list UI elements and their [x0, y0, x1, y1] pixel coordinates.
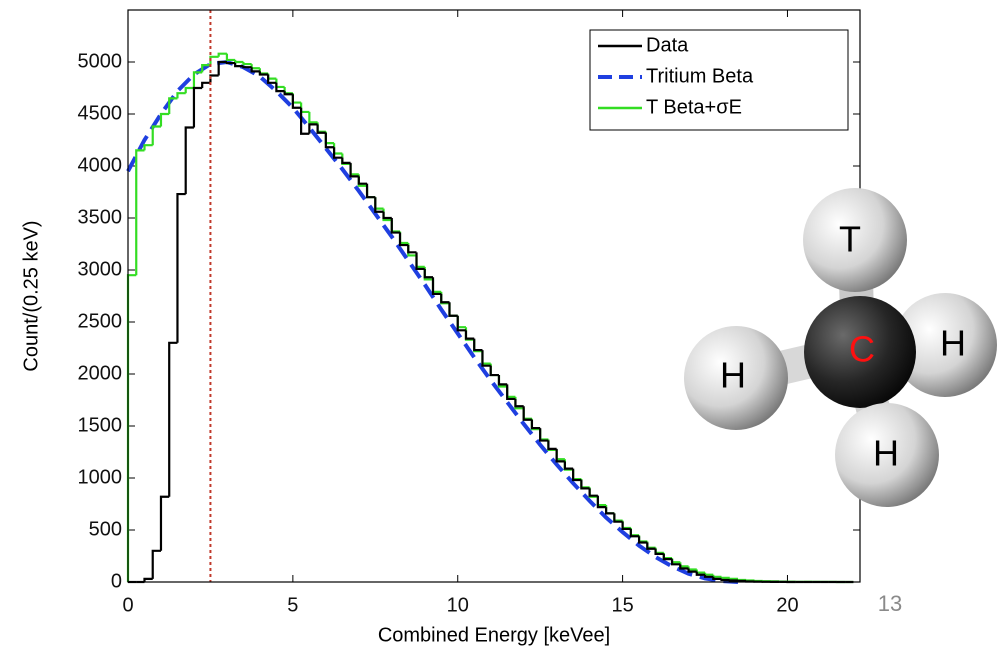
x-tick-label: 20 — [776, 594, 798, 616]
y-tick-label: 1000 — [78, 466, 123, 488]
x-tick-label: 5 — [287, 594, 298, 616]
x-tick-label: 0 — [122, 594, 133, 616]
y-tick-label: 1500 — [78, 414, 123, 436]
y-tick-label: 0 — [111, 570, 122, 592]
atom-label: H — [873, 433, 899, 474]
y-tick-label: 3000 — [78, 258, 123, 280]
histogram-step — [722, 577, 730, 578]
histogram-step — [738, 579, 746, 580]
atom-label: C — [849, 329, 875, 370]
legend-label: T Beta+σE — [646, 96, 742, 118]
y-tick-label: 5000 — [78, 50, 123, 72]
y-tick-label: 4000 — [78, 154, 123, 176]
slide-number: 13 — [878, 591, 902, 616]
atom-label: H — [720, 355, 746, 396]
x-axis-label: Combined Energy [keVee] — [378, 624, 610, 646]
y-tick-label: 2500 — [78, 310, 123, 332]
histogram-step — [730, 580, 738, 581]
histogram-step — [746, 580, 754, 581]
y-tick-label: 3500 — [78, 206, 123, 228]
y-tick-label: 2000 — [78, 362, 123, 384]
y-tick-label: 4500 — [78, 102, 123, 124]
legend-label: Data — [646, 34, 689, 56]
histogram-step — [227, 62, 235, 63]
histogram-step — [243, 66, 251, 67]
atom-label: T — [839, 219, 861, 260]
histogram-step — [722, 579, 730, 580]
y-axis-label: Count/(0.25 keV) — [20, 220, 42, 371]
histogram-step — [730, 578, 738, 579]
legend-label: Tritium Beta — [646, 65, 754, 87]
histogram-step — [738, 580, 746, 581]
x-tick-label: 10 — [447, 594, 469, 616]
atom-label: H — [940, 323, 966, 364]
x-tick-label: 15 — [611, 594, 633, 616]
y-tick-label: 500 — [89, 518, 122, 540]
